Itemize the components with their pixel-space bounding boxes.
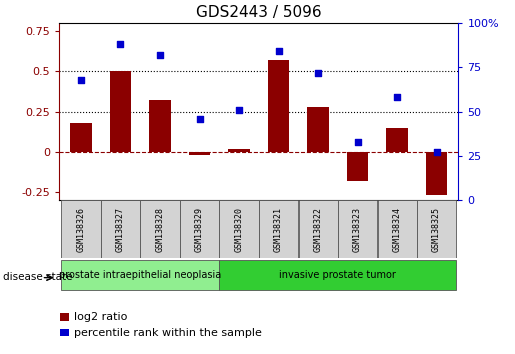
Text: GSM138323: GSM138323: [353, 207, 362, 252]
Point: [116, 41, 125, 47]
Text: prostate intraepithelial neoplasia: prostate intraepithelial neoplasia: [59, 270, 221, 280]
Bar: [347, 152, 368, 181]
Bar: [228, 149, 250, 152]
Text: percentile rank within the sample: percentile rank within the sample: [74, 328, 262, 338]
Point: [156, 52, 164, 58]
Text: GSM138327: GSM138327: [116, 207, 125, 252]
FancyBboxPatch shape: [338, 200, 377, 258]
Point: [235, 107, 243, 113]
Bar: [386, 127, 408, 152]
Point: [195, 116, 203, 121]
Point: [433, 149, 441, 155]
Bar: [70, 123, 92, 152]
Point: [314, 70, 322, 75]
Text: GSM138320: GSM138320: [234, 207, 244, 252]
FancyBboxPatch shape: [377, 200, 417, 258]
Bar: [268, 60, 289, 152]
Bar: [307, 107, 329, 152]
FancyBboxPatch shape: [180, 200, 219, 258]
Bar: [426, 152, 448, 195]
Bar: [188, 152, 211, 155]
FancyBboxPatch shape: [219, 260, 456, 290]
FancyBboxPatch shape: [299, 200, 338, 258]
Point: [77, 77, 85, 82]
Bar: [60, 313, 69, 321]
Point: [274, 48, 283, 54]
Bar: [60, 329, 69, 336]
FancyBboxPatch shape: [101, 200, 140, 258]
Bar: [149, 100, 171, 152]
FancyBboxPatch shape: [259, 200, 298, 258]
Text: GSM138324: GSM138324: [392, 207, 402, 252]
Text: disease state: disease state: [3, 272, 72, 282]
Text: invasive prostate tumor: invasive prostate tumor: [279, 270, 396, 280]
Text: GSM138322: GSM138322: [314, 207, 322, 252]
Point: [353, 139, 362, 144]
Text: GSM138321: GSM138321: [274, 207, 283, 252]
Text: GSM138329: GSM138329: [195, 207, 204, 252]
Text: log2 ratio: log2 ratio: [74, 312, 127, 322]
Text: GSM138326: GSM138326: [76, 207, 85, 252]
FancyBboxPatch shape: [61, 260, 219, 290]
FancyBboxPatch shape: [417, 200, 456, 258]
Point: [393, 95, 401, 100]
FancyBboxPatch shape: [219, 200, 259, 258]
FancyBboxPatch shape: [61, 200, 100, 258]
Title: GDS2443 / 5096: GDS2443 / 5096: [196, 5, 321, 21]
Text: GSM138328: GSM138328: [156, 207, 164, 252]
Text: GSM138325: GSM138325: [432, 207, 441, 252]
Bar: [110, 71, 131, 152]
FancyBboxPatch shape: [141, 200, 180, 258]
